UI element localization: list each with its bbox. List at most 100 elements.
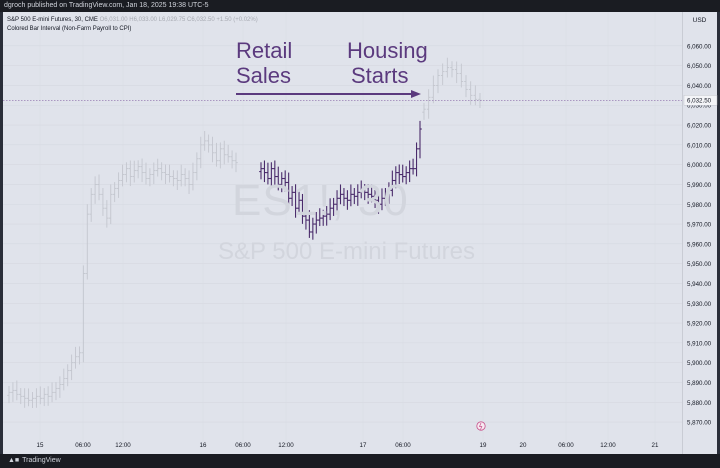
ohlc-bar [11, 382, 15, 402]
ohlc-bar [58, 376, 62, 398]
ohlc-bar [230, 150, 234, 169]
ohlc-bar [191, 162, 195, 191]
time-tick-label: 06:00 [75, 442, 91, 449]
last-price-label: 6,032.50 [687, 98, 712, 105]
ohlc-bar [34, 388, 39, 408]
ohlc-bar [331, 197, 336, 216]
ohlc-bar [77, 346, 82, 365]
time-axis[interactable]: 15 06:00 12:00 16 06:00 12:00 17 06:00 19 20 06:00… [3, 436, 682, 454]
ohlc-bar [198, 136, 203, 169]
footer-brand: TradingView [22, 457, 61, 464]
ohlc-bar [18, 388, 23, 405]
annotation-housing-starts[interactable]: Housing Starts [347, 38, 428, 88]
ohlc-bar [454, 61, 459, 84]
ohlc-bar [15, 380, 19, 401]
ohlc-bar [355, 184, 360, 206]
grid [3, 12, 682, 448]
annotation-housing-line2: Starts [351, 63, 409, 88]
ohlc-bar [112, 182, 117, 203]
price-tick-label: 6,050.00 [687, 63, 712, 70]
ohlc-bar [262, 160, 267, 183]
ohlc-bar [101, 188, 105, 216]
time-tick-label: 15 [37, 442, 44, 449]
legend-symbol[interactable]: S&P 500 E-mini Futures, 30, CME [7, 17, 98, 23]
ohlc-bar [42, 388, 47, 407]
ohlc-bar [226, 144, 230, 163]
symbol-watermark: ES1!, 30 [232, 176, 409, 225]
ohlc-bar [85, 204, 90, 280]
ohlc-bar [222, 140, 227, 165]
annotation-housing-line1: Housing [347, 38, 428, 63]
ohlc-bar [307, 210, 312, 238]
price-tick-label: 5,920.00 [687, 321, 712, 328]
price-tick-label: 6,020.00 [687, 123, 712, 130]
ohlc-bar [342, 188, 346, 207]
time-tick-label: 12:00 [115, 442, 131, 449]
price-tick-label: 6,060.00 [687, 43, 712, 50]
ohlc-bar [97, 174, 101, 201]
ohlc-bar [400, 164, 405, 183]
ohlc-bar [317, 208, 322, 227]
ohlc-bar [290, 186, 294, 207]
price-tick-label: 6,010.00 [687, 142, 712, 149]
ohlc-bar [387, 182, 391, 204]
time-tick-label: 12:00 [278, 442, 294, 449]
price-chart[interactable] [3, 12, 682, 454]
ohlc-bar [459, 63, 464, 88]
price-tick-label: 5,970.00 [687, 222, 712, 229]
lightning-icon [478, 422, 483, 430]
ohlc-bar [140, 158, 144, 183]
ohlc-bar [414, 142, 419, 177]
currency-badge[interactable]: USD [692, 17, 707, 24]
tradingview-logo-icon: ▲■ [8, 457, 20, 464]
ohlc-bar [259, 162, 263, 180]
ohlc-bar [324, 206, 329, 226]
ohlc-bar [362, 184, 367, 201]
ohlc-bar [450, 61, 454, 78]
ohlc-bar [383, 188, 388, 207]
time-tick-label: 19 [480, 442, 487, 449]
ohlc-bar [116, 172, 121, 198]
price-axis[interactable]: 5,870.00 5,880.00 5,890.00 5,900.00 5,910.00… [682, 12, 718, 454]
ohlc-bar [234, 152, 238, 173]
ohlc-bar [380, 188, 384, 211]
ohlc-bar [124, 162, 129, 183]
chart-legend[interactable]: S&P 500 E-mini Futures, 30, CME O6,031.0… [7, 16, 258, 34]
ohlc-bar [397, 164, 402, 185]
time-tick-label: 12:00 [600, 442, 616, 449]
ohlc-bar [279, 172, 284, 193]
legend-indicator[interactable]: Colored Bar Interval (Non-Farm Payroll t… [7, 26, 132, 32]
time-tick-label: 17 [360, 442, 367, 449]
ohlc-bar [359, 180, 364, 199]
ohlc-bar [89, 188, 93, 222]
ohlc-bar [61, 368, 66, 391]
ohlc-bar [195, 152, 199, 181]
ohlc-bar [218, 142, 223, 169]
ohlc-bar [38, 386, 43, 405]
chart-overlay [3, 90, 682, 431]
price-tick-label: 6,030.00 [687, 103, 712, 110]
ohlc-bar [422, 102, 426, 120]
ohlc-bar [445, 57, 450, 78]
ohlc-bar [46, 386, 50, 406]
ohlc-bar [159, 162, 164, 181]
chart-area[interactable] [3, 12, 682, 454]
ohlc-bar [269, 162, 274, 187]
ohlc-bar [175, 170, 180, 190]
ohlc-bar [26, 388, 31, 407]
ohlc-bar [7, 386, 11, 404]
ohlc-bar [286, 172, 291, 205]
price-tick-label: 5,900.00 [687, 360, 712, 367]
price-tick-label: 5,940.00 [687, 281, 712, 288]
ohlc-bar [183, 168, 187, 187]
ohlc-bar [81, 265, 86, 363]
price-tick-label: 5,990.00 [687, 182, 712, 189]
ohlc-bar [167, 164, 172, 183]
ohlc-bar [407, 160, 412, 183]
annotation-retail-line2: Sales [236, 63, 292, 88]
price-tick-label: 5,910.00 [687, 340, 712, 347]
annotation-retail-sales[interactable]: Retail Sales [236, 38, 292, 88]
ohlc-bar [335, 190, 339, 214]
time-tick-label: 06:00 [558, 442, 574, 449]
description-watermark: S&P 500 E-mini Futures [218, 238, 476, 265]
